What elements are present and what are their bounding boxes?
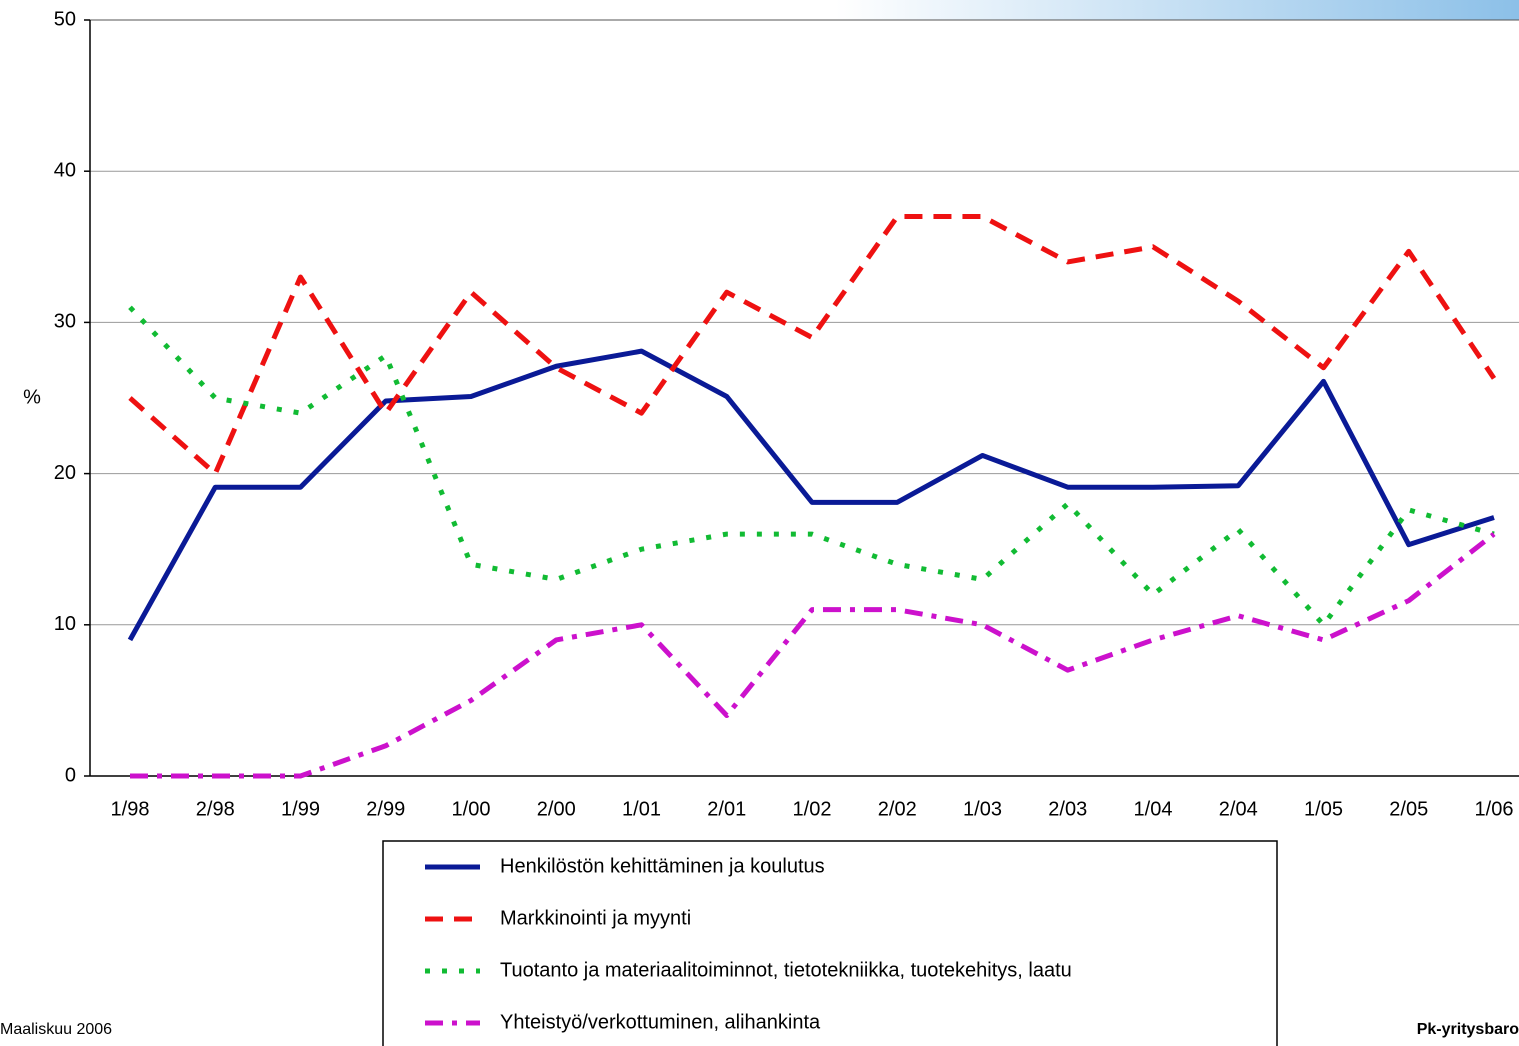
x-tick-label: 2/02 (878, 798, 917, 820)
series-line (130, 532, 1496, 779)
series-line (127, 348, 1495, 642)
x-tick-label: 1/06 (1475, 798, 1514, 820)
legend (382, 840, 1278, 1046)
x-tick-label: 1/02 (793, 798, 832, 820)
x-tick-label: 2/98 (196, 798, 235, 820)
legend-label: Yhteistyö/verkottuminen, alihankinta (500, 1011, 821, 1033)
x-tick-label: 2/99 (366, 798, 405, 820)
x-tick-label: 2/01 (707, 798, 746, 820)
x-tick-label: 2/05 (1389, 798, 1428, 820)
footer-right: Pk-yritysbaro (1417, 1021, 1519, 1038)
x-tick-label: 1/05 (1304, 798, 1343, 820)
y-tick-label: 10 (54, 613, 76, 635)
footer-left: Maaliskuu 2006 (0, 1021, 112, 1038)
x-tick-label: 1/98 (111, 798, 150, 820)
legend-label: Markkinointi ja myynti (500, 907, 691, 929)
x-tick-label: 2/03 (1048, 798, 1087, 820)
y-tick-label: 30 (54, 311, 76, 333)
y-tick-label: 40 (54, 159, 76, 181)
x-tick-label: 2/04 (1219, 798, 1258, 820)
x-tick-label: 1/03 (963, 798, 1002, 820)
x-tick-label: 1/01 (622, 798, 661, 820)
legend-label: Tuotanto ja materiaalitoiminnot, tietote… (500, 959, 1072, 981)
y-axis-label: % (23, 386, 41, 408)
y-tick-label: 50 (54, 8, 76, 30)
y-tick-label: 0 (65, 764, 76, 786)
x-tick-label: 1/00 (452, 798, 491, 820)
y-tick-label: 20 (54, 462, 76, 484)
legend-label: Henkilöstön kehittäminen ja koulutus (500, 855, 825, 877)
series-line (128, 214, 1497, 477)
x-tick-label: 1/99 (281, 798, 320, 820)
plot-area (90, 20, 1519, 776)
x-tick-label: 1/04 (1134, 798, 1173, 820)
series-line (128, 305, 1495, 628)
x-tick-label: 2/00 (537, 798, 576, 820)
